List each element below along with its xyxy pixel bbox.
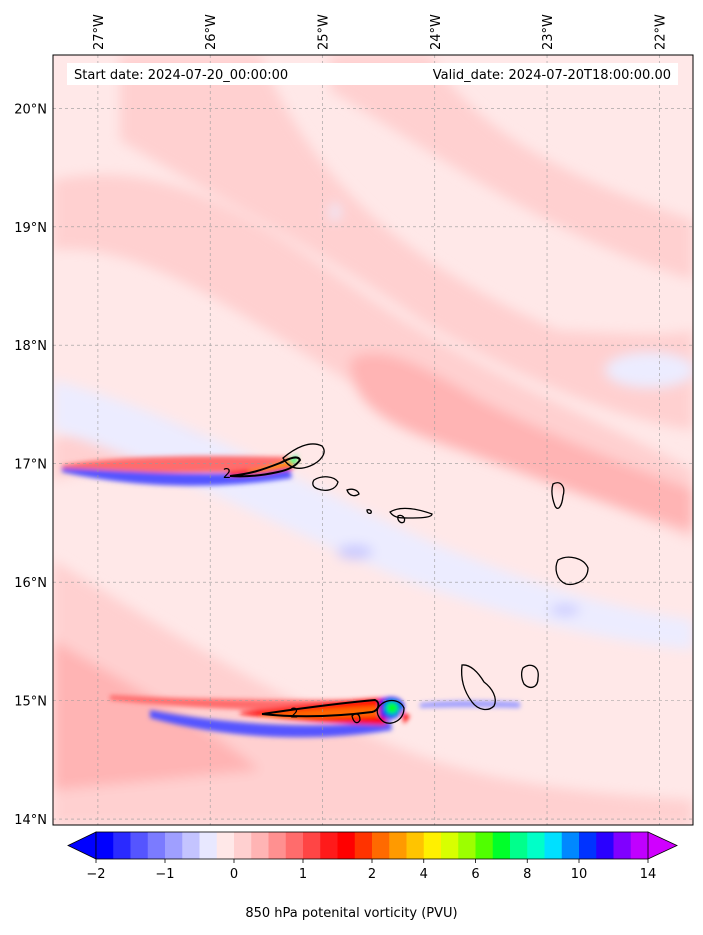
colorbar-tick-label: 4: [420, 867, 428, 882]
colorbar-tick-label: 8: [523, 867, 531, 882]
lon-tick-label: 23°W: [541, 14, 556, 50]
colorbar-tick-label: 10: [571, 867, 588, 882]
colorbar-segment: [561, 832, 580, 859]
colorbar-segment: [113, 832, 131, 859]
negative-pv-band: [53, 203, 693, 650]
colorbar-segment: [234, 832, 252, 859]
colorbar-segment: [423, 832, 442, 859]
pv-contours: [229, 456, 380, 718]
island-boa-vista: [555, 556, 589, 586]
colorbar-extend-high: [647, 831, 678, 860]
colorbar-segment: [268, 832, 287, 859]
lat-tick-label: 17°N: [14, 458, 47, 473]
island-sao-vicente: [312, 476, 339, 491]
map-panel: 22: [53, 55, 693, 825]
colorbar-segment: [492, 832, 511, 859]
colorbar-tick-label: 14: [640, 867, 657, 882]
lat-tick-label: 15°N: [14, 695, 47, 710]
valid-date-label: Valid_date: 2024-07-20T18:00:00.00: [433, 68, 671, 83]
colorbar-tick-label: −1: [155, 867, 174, 882]
colorbar-segment: [354, 832, 373, 859]
colorbar-segment: [527, 832, 545, 859]
colorbar-segment: [613, 832, 632, 859]
colorbar-segment: [251, 832, 269, 859]
lon-tick-label: 26°W: [204, 14, 219, 50]
colorbar-segment: [199, 832, 218, 859]
colorbar-segment: [475, 832, 494, 859]
colorbar-segment: [510, 832, 528, 859]
start-date-label: Start date: 2024-07-20_00:00:00: [74, 68, 288, 83]
colorbar-tick-label: 6: [471, 867, 479, 882]
island-sal: [551, 482, 565, 510]
lon-tick-label: 25°W: [316, 14, 331, 50]
contour-value-label: 2: [290, 706, 298, 721]
contour-labels: 22: [223, 467, 299, 721]
colorbar-segment: [285, 832, 304, 859]
colorbar-segment: [165, 832, 183, 859]
lon-tick-label: 22°W: [653, 14, 668, 50]
lat-tick-label: 19°N: [14, 221, 47, 236]
colorbar-segment: [130, 832, 149, 859]
map-frame: [52, 54, 694, 826]
colorbar-tick-label: 2: [368, 867, 376, 882]
colorbar-tick-label: 0: [230, 867, 238, 882]
colorbar-segment: [372, 832, 390, 859]
island-santo-antao: [282, 443, 325, 470]
colorbar-segment: [182, 832, 200, 859]
contour-value-label: 2: [223, 467, 231, 482]
colorbar-segment: [596, 832, 614, 859]
colorbar-extend-low: [67, 831, 97, 860]
colorbar-segment: [544, 832, 563, 859]
contour-line-south: [261, 698, 380, 718]
lat-tick-label: 18°N: [14, 339, 47, 354]
colorbar-segment: [406, 832, 425, 859]
island-raso: [366, 509, 372, 515]
latitude-tick-labels: 20°N 19°N 18°N 17°N 16°N 15°N 14°N: [14, 102, 47, 828]
colorbar-segment: [579, 832, 597, 859]
lat-tick-label: 14°N: [14, 813, 47, 828]
island-santa-luzia: [346, 488, 360, 497]
island-fogo: [376, 699, 405, 724]
lat-tick-label: 20°N: [14, 102, 47, 117]
colorbar-segment: [216, 832, 235, 859]
colorbar-title: 850 hPa potenital vorticity (PVU): [245, 906, 458, 921]
colorbar-segment: [96, 832, 114, 859]
island-santiago: [460, 664, 496, 711]
south-wake-streak: [110, 695, 520, 738]
colorbar-segment: [303, 832, 321, 859]
contour-line-north: [229, 456, 302, 478]
colorbar-segment: [320, 832, 338, 859]
colorbar-segment: [458, 832, 476, 859]
colorbar: −2 −1 0 1 2 4 6 8 10 14: [67, 831, 678, 882]
island-sao-tiago-west: [397, 514, 406, 524]
longitude-tick-labels: 27°W 26°W 25°W 24°W 23°W 22°W: [92, 14, 668, 50]
colorbar-segment: [389, 832, 407, 859]
colorbar-tick-label: −2: [86, 867, 105, 882]
colorbar-tick-label: 1: [299, 867, 307, 882]
lat-tick-label: 16°N: [14, 576, 47, 591]
colorbar-segment: [147, 832, 166, 859]
colorbar-segment: [337, 832, 356, 859]
date-info-background: [67, 63, 678, 85]
colorbar-segment: [630, 832, 649, 859]
colorbar-segment: [441, 832, 459, 859]
lon-tick-label: 24°W: [429, 14, 444, 50]
lon-tick-label: 27°W: [92, 14, 107, 50]
date-info-box: Start date: 2024-07-20_00:00:00 Valid_da…: [67, 63, 678, 85]
island-maio: [520, 664, 539, 689]
